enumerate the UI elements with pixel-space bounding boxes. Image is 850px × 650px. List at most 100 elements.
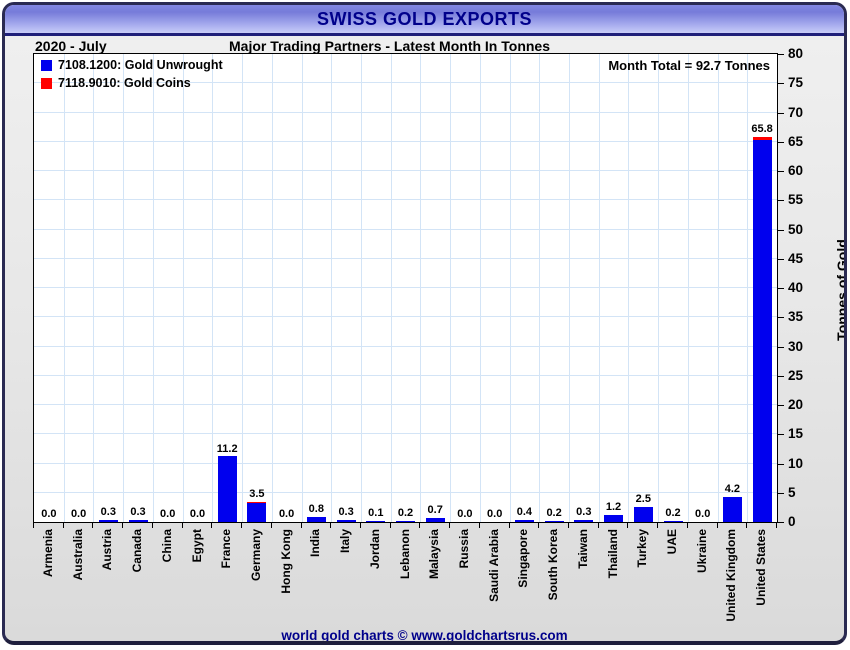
x-category-label: Russia (456, 529, 471, 569)
bar-value-label: 0.0 (160, 508, 176, 520)
gridline-vertical (242, 54, 243, 522)
bar-value-label: 0.8 (308, 503, 324, 516)
bar-india (306, 517, 326, 522)
bar-value-label: 0.3 (100, 506, 116, 519)
gridline-vertical (479, 54, 481, 522)
legend-item-unwrought: 7108.1200: Gold Unwrought (41, 58, 223, 72)
x-axis-tick (389, 523, 391, 528)
x-axis-tick (686, 523, 688, 528)
bar-value-label: 0.0 (457, 508, 473, 520)
bar-segment-unwrought (217, 456, 237, 522)
x-axis-tick (62, 523, 64, 528)
x-category-label: Lebanon (397, 529, 412, 579)
x-category-label: Ukraine (694, 529, 709, 574)
x-axis-tick (122, 523, 124, 528)
gridline-vertical (658, 54, 660, 522)
x-axis-tick (657, 523, 659, 528)
bar-malaysia (425, 518, 445, 522)
y-tick-label: 15 (788, 426, 804, 442)
bar-value-label: 1.2 (605, 501, 622, 513)
y-tick-label: 65 (788, 133, 804, 149)
y-tick-label: 10 (788, 455, 804, 471)
bar-segment-unwrought (663, 521, 683, 522)
x-axis-tick (33, 523, 34, 528)
bar-value-label: 0.4 (516, 505, 533, 518)
x-category-label: China (159, 529, 174, 563)
gridline-vertical (687, 54, 689, 522)
bar-austria (98, 520, 118, 522)
bar-france (217, 456, 237, 522)
x-axis-tick (270, 523, 272, 528)
gridline-horizontal (34, 199, 777, 201)
x-axis-tick (449, 523, 451, 528)
bar-value-label: 0.0 (189, 508, 206, 520)
y-axis-title: Tonnes of Gold (834, 239, 847, 341)
bar-united-states (752, 137, 772, 522)
gridline-vertical (717, 54, 719, 522)
y-axis-tick (778, 258, 784, 260)
y-tick-label: 55 (788, 192, 804, 208)
y-axis-tick (778, 463, 784, 465)
x-axis-tick (151, 523, 153, 528)
gridline-vertical (360, 54, 362, 522)
gridline-horizontal (34, 491, 777, 493)
bar-value-label: 0.0 (278, 508, 295, 520)
x-category-label: Saudi Arabia (486, 529, 501, 602)
y-axis-tick (778, 492, 784, 494)
gridline-vertical (450, 54, 452, 522)
page-title: SWISS GOLD EXPORTS (316, 8, 533, 29)
y-axis-tick (778, 54, 784, 55)
gridline-vertical (123, 54, 125, 522)
y-tick-label: 50 (788, 221, 804, 237)
y-tick-label: 80 (788, 46, 804, 61)
x-category-label: Italy (338, 529, 353, 554)
bar-segment-unwrought (633, 507, 653, 522)
bar-value-label: 11.2 (216, 442, 238, 455)
unwrought-swatch-icon (41, 59, 52, 71)
bar-value-label: 0.2 (665, 506, 681, 519)
bar-value-label: 0.7 (427, 503, 443, 516)
bar-value-label: 0.3 (338, 506, 354, 519)
x-axis-tick (746, 523, 748, 528)
bar-segment-unwrought (574, 520, 594, 522)
y-tick-label: 75 (788, 75, 804, 91)
legend: 7108.1200: Gold Unwrought 7118.9010: Gol… (41, 58, 223, 94)
y-tick-label: 30 (788, 338, 804, 354)
x-axis-tick (597, 523, 599, 528)
y-axis-tick (778, 405, 784, 406)
gridline-horizontal (34, 228, 777, 230)
x-axis-tick (478, 523, 480, 528)
x-axis-tick (92, 523, 94, 528)
y-axis-tick (778, 375, 784, 377)
x-axis-tick (330, 523, 332, 528)
bar-value-label: 0.0 (487, 508, 503, 520)
x-category-label: Taiwan (575, 529, 590, 569)
x-category-label: Hong Kong (278, 529, 293, 594)
gridline-vertical (390, 54, 392, 522)
x-category-label: India (308, 529, 323, 558)
bar-value-label: 65.8 (751, 123, 773, 136)
y-tick-label: 5 (788, 484, 796, 500)
gridline-horizontal (34, 345, 777, 347)
gridline-horizontal (34, 111, 777, 113)
bar-jordan (366, 521, 386, 522)
y-tick-label: 60 (788, 163, 804, 178)
y-axis-tick (778, 200, 784, 202)
y-tick-label: 20 (788, 397, 804, 412)
bar-taiwan (574, 520, 594, 522)
x-axis-tick (359, 523, 361, 528)
bar-value-label: 0.1 (368, 507, 384, 520)
coins-swatch-icon (41, 77, 52, 89)
bar-value-label: 3.5 (249, 487, 265, 500)
gridline-horizontal (34, 257, 777, 259)
gridline-vertical (747, 54, 749, 522)
y-axis-tick (778, 141, 784, 143)
chart-subtitle: Major Trading Partners - Latest Month In… (229, 38, 550, 54)
x-category-label: South Korea (546, 529, 561, 601)
bar-value-label: 4.2 (724, 483, 741, 496)
bar-value-label: 0.2 (546, 506, 562, 519)
y-axis-tick (778, 434, 784, 436)
bar-segment-unwrought (425, 518, 445, 522)
gridline-horizontal (34, 287, 777, 288)
bar-value-label: 0.3 (576, 506, 592, 519)
